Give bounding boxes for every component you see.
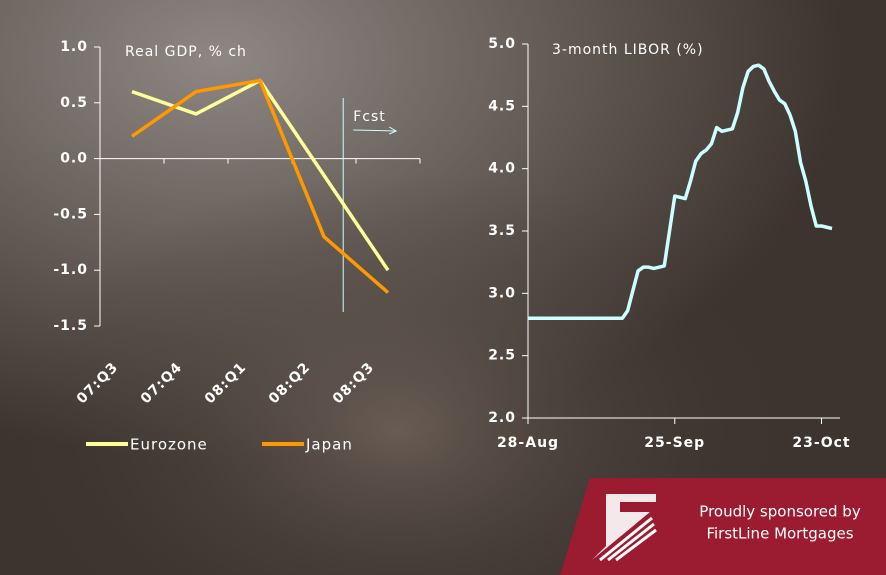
- y-tick-label: 5.0: [488, 36, 516, 52]
- y-tick-label: 2.5: [488, 348, 516, 364]
- x-tick-label: 25-Sep: [644, 435, 705, 451]
- y-tick-label: 1.0: [60, 39, 88, 55]
- x-tick-label: 23-Oct: [792, 435, 850, 451]
- legend-label: Japan: [305, 436, 353, 454]
- y-tick-label: 4.5: [488, 98, 516, 114]
- y-tick-label: -0.5: [53, 206, 88, 222]
- chart-title: 3-month LIBOR (%): [552, 42, 704, 58]
- y-tick-label: 3.5: [488, 223, 516, 239]
- sponsor-text: Proudly sponsored by: [699, 503, 861, 521]
- y-tick-label: -1.0: [53, 262, 88, 278]
- x-tick-label: 28-Aug: [497, 435, 559, 451]
- sponsor-text: FirstLine Mortgages: [706, 525, 853, 543]
- sponsor-box: Proudly sponsored by FirstLine Mortgages: [560, 478, 886, 575]
- y-tick-label: -1.5: [53, 318, 88, 334]
- y-tick-label: 0.5: [60, 95, 88, 111]
- page: {"chart_data": [ {"type": "line", "title…: [0, 0, 886, 575]
- legend-label: Eurozone: [130, 436, 208, 454]
- chart: Real GDP, % ch 3-month LIBOR (%) Proudly…: [0, 0, 886, 575]
- y-tick-label: 2.0: [488, 410, 516, 426]
- y-tick-label: 0.0: [60, 151, 88, 167]
- chart-title: Real GDP, % ch: [125, 44, 247, 60]
- y-tick-label: 4.0: [488, 161, 516, 177]
- forecast-label: Fcst: [353, 109, 386, 125]
- y-tick-label: 3.0: [488, 285, 516, 301]
